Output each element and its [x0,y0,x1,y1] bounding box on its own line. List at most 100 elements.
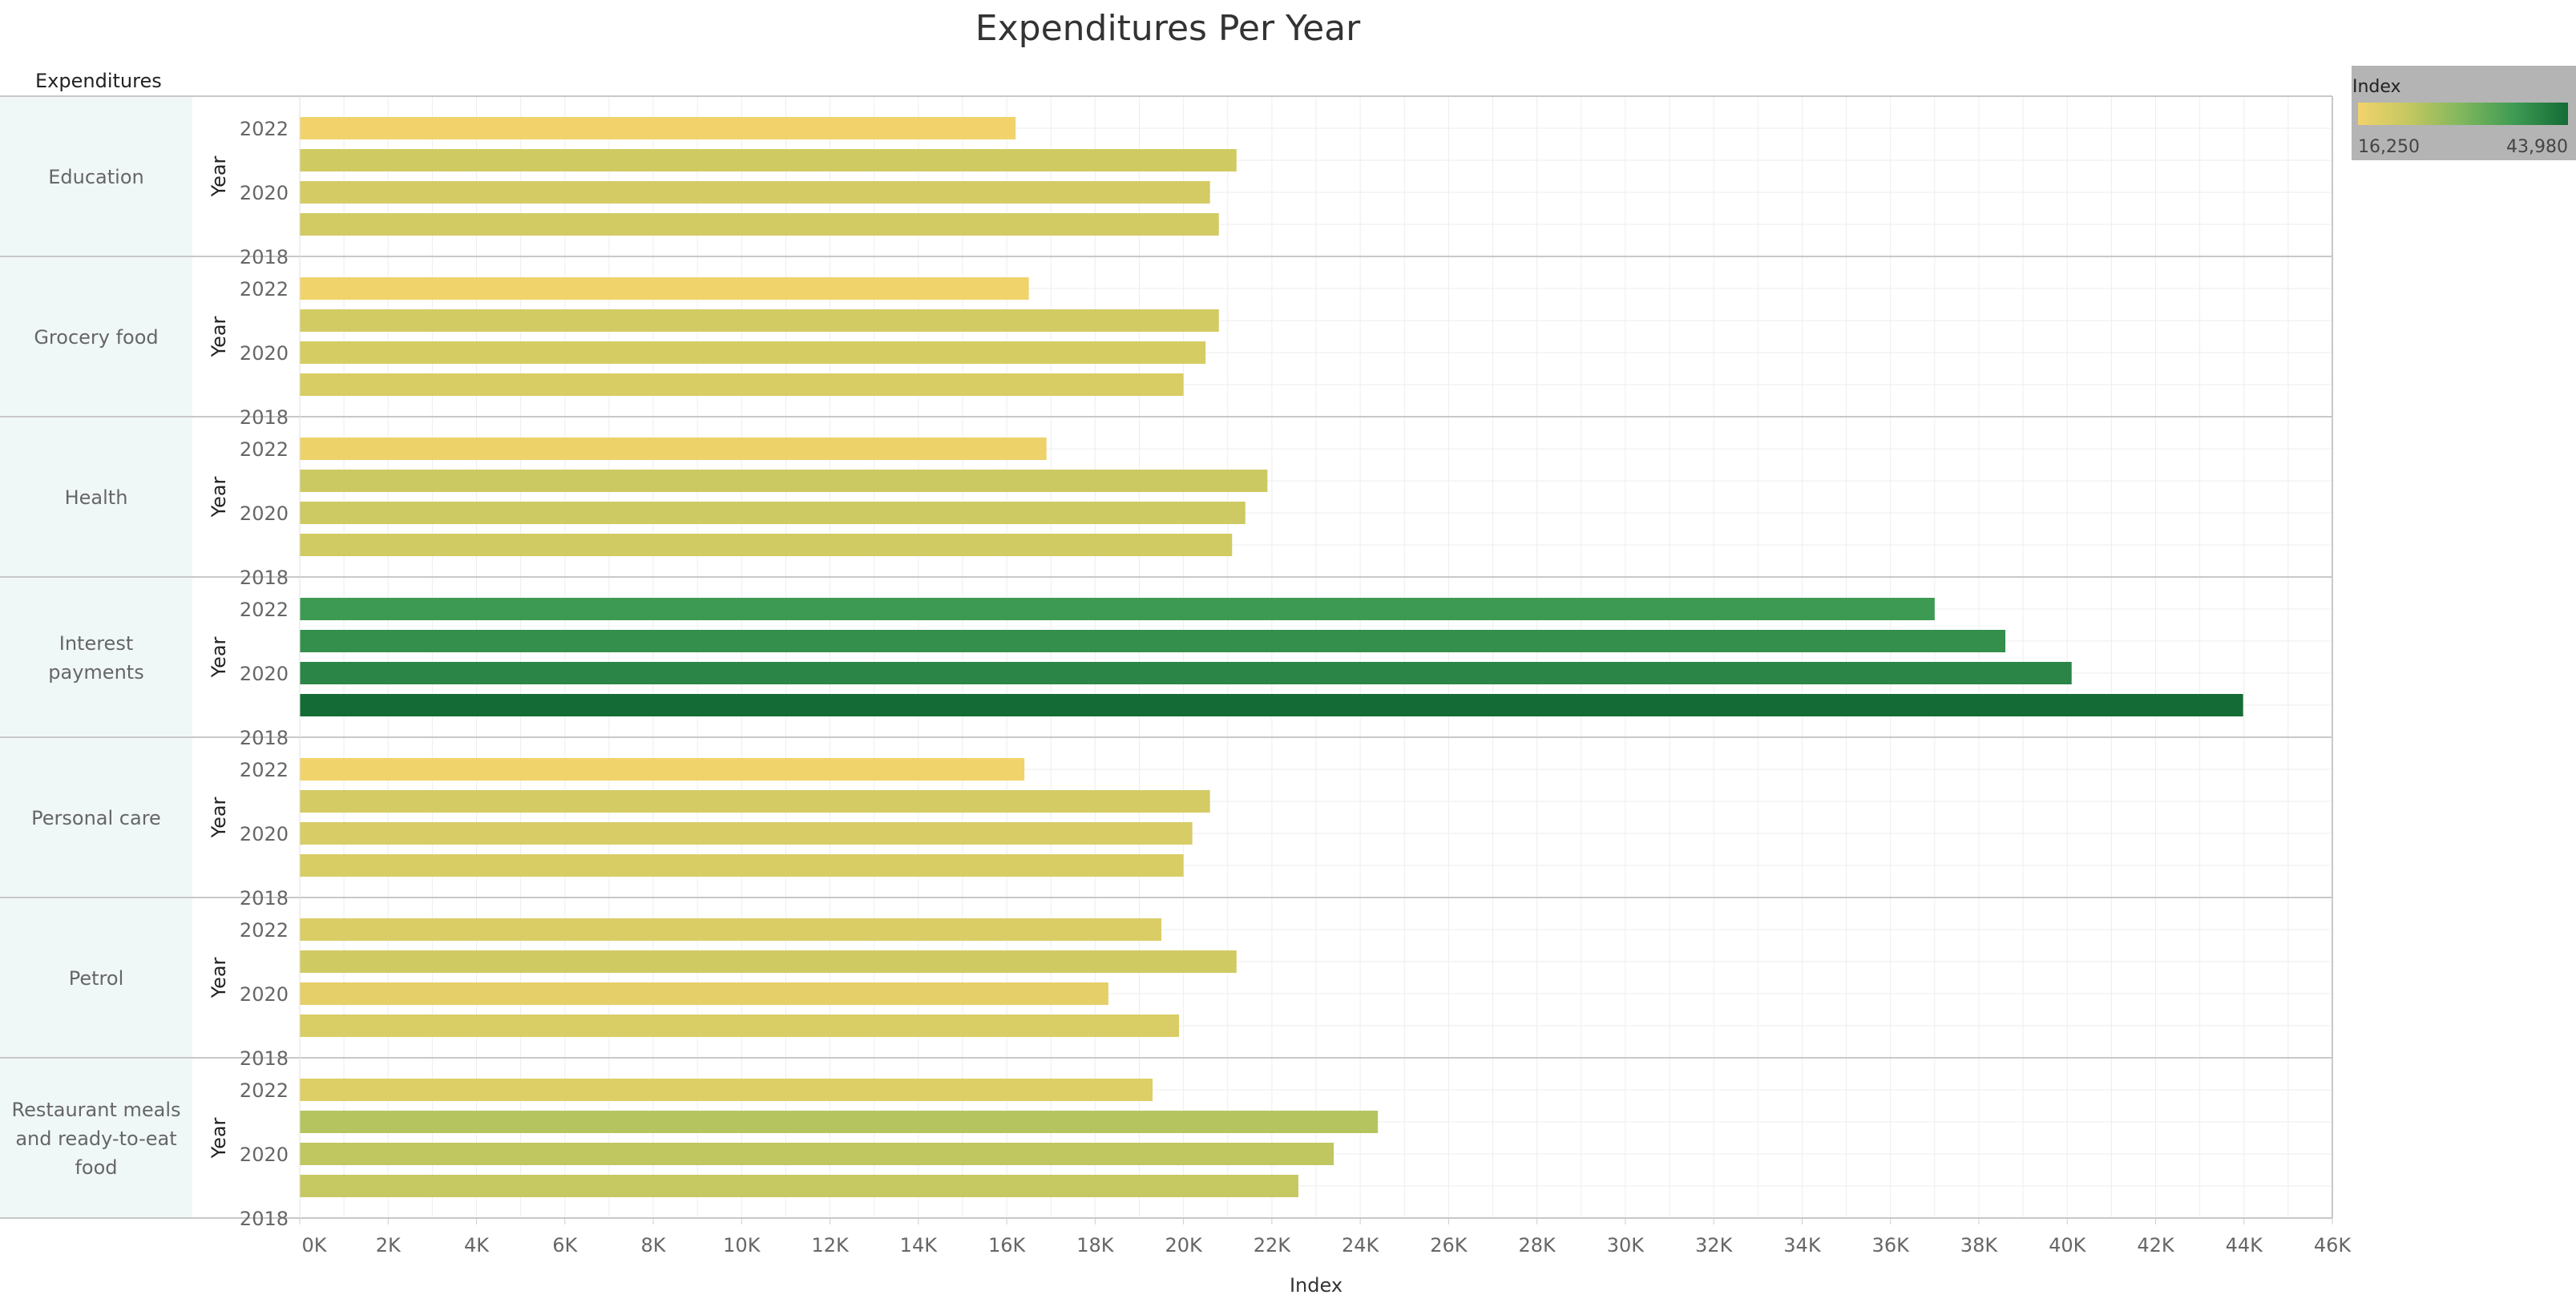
year-tick-label: 2022 [240,919,289,942]
year-axis-label: Year [208,1117,230,1159]
row-header-label: and ready-to-eat [15,1127,176,1150]
bars-layer [0,95,2333,1219]
x-tick-label: 14K [900,1234,939,1257]
legend-color-ramp [2358,103,2568,125]
legend-min-label: 16,250 [2358,137,2420,157]
year-tick-label: 2020 [240,182,289,204]
x-tick-label: 24K [1342,1234,1380,1257]
x-tick-label: 38K [1960,1234,1999,1257]
bar-interest-payments-2022[interactable] [300,598,1935,620]
x-tick-label: 28K [1519,1234,1557,1257]
legend-title: Index [2352,77,2401,97]
bar-restaurant-meals-and-ready-to-eat-food-2022[interactable] [300,1079,1153,1101]
year-tick-label: 2018 [240,246,289,268]
bar-petrol-2021[interactable] [300,950,1237,973]
row-header-label: Health [65,486,128,509]
row-header-label: Personal care [31,807,161,829]
year-tick-label: 2020 [240,342,289,365]
x-tick-label: 36K [1872,1234,1911,1257]
x-tick-label: 40K [2049,1234,2087,1257]
bar-personal-care-2019[interactable] [300,854,1184,877]
bar-restaurant-meals-and-ready-to-eat-food-2019[interactable] [300,1175,1298,1197]
bar-health-2021[interactable] [300,470,1268,492]
row-header-health [0,417,192,577]
year-tick-label: 2018 [240,1208,289,1230]
x-tick-label: 4K [464,1234,490,1257]
grid-layer [299,96,2333,1219]
year-tick-label: 2022 [240,438,289,461]
row-header-personal-care [0,737,192,898]
x-tick-label: 44K [2226,1234,2264,1257]
row-header-restaurant-meals-and-ready-to-eat-food [0,1058,192,1218]
bar-grocery-food-2020[interactable] [300,341,1206,364]
bar-grocery-food-2022[interactable] [300,277,1029,300]
bar-interest-payments-2021[interactable] [300,630,2006,652]
bar-grocery-food-2019[interactable] [300,373,1184,396]
year-tick-label: 2020 [240,502,289,525]
row-header-interest-payments [0,577,192,737]
year-tick-label: 2018 [240,1047,289,1070]
bar-restaurant-meals-and-ready-to-eat-food-2021[interactable] [300,1111,1379,1133]
bar-personal-care-2021[interactable] [300,790,1210,813]
row-dimension-label: Expenditures [35,70,162,92]
year-axis-label: Year [208,636,230,678]
bar-education-2019[interactable] [300,213,1219,236]
x-tick-label: 26K [1430,1234,1468,1257]
x-tick-label: 30K [1607,1234,1645,1257]
year-tick-label: 2018 [240,727,289,749]
year-tick-label: 2020 [240,983,289,1006]
bar-restaurant-meals-and-ready-to-eat-food-2020[interactable] [300,1143,1334,1165]
year-axis-label: Year [208,476,230,518]
row-header-label: Interest [59,632,133,655]
year-tick-label: 2022 [240,759,289,781]
x-tick-label: 16K [988,1234,1027,1257]
color-legend[interactable]: Index 16,250 43,980 [2352,66,2576,160]
bar-education-2022[interactable] [300,117,1016,139]
year-axis-label: Year [208,155,230,197]
row-header-education [0,96,192,256]
x-tick-label: 0K [301,1234,327,1257]
row-header-petrol [0,898,192,1058]
x-tick-label: 20K [1165,1234,1203,1257]
bar-health-2019[interactable] [300,534,1233,556]
x-axis-title: Index [1290,1274,1343,1297]
year-tick-label: 2022 [240,599,289,621]
row-header-label: food [75,1156,117,1179]
labels-layer: Education Year 2022 2020 2018 Grocery food Yea… [11,118,2352,1257]
row-header-grocery-food [0,256,192,417]
chart-title: Expenditures Per Year [975,8,1361,49]
x-tick-label: 12K [811,1234,850,1257]
bar-petrol-2022[interactable] [300,918,1162,941]
bar-interest-payments-2019[interactable] [300,694,2243,716]
year-axis-label: Year [208,797,230,838]
row-header-label: payments [48,661,143,684]
bar-health-2020[interactable] [300,502,1246,524]
bar-health-2022[interactable] [300,438,1047,460]
year-tick-label: 2018 [240,887,289,910]
bar-petrol-2020[interactable] [300,982,1108,1005]
bar-interest-payments-2020[interactable] [300,662,2072,684]
x-tick-label: 18K [1076,1234,1115,1257]
x-tick-label: 8K [641,1234,667,1257]
year-tick-label: 2020 [240,823,289,845]
bar-education-2021[interactable] [300,149,1237,171]
bar-petrol-2019[interactable] [300,1015,1180,1037]
year-tick-label: 2020 [240,1144,289,1166]
x-tick-label: 32K [1695,1234,1734,1257]
row-header-label: Education [48,166,143,188]
bar-personal-care-2020[interactable] [300,822,1193,845]
year-tick-label: 2018 [240,567,289,589]
row-header-label: Grocery food [34,326,158,349]
x-tick-label: 34K [1783,1234,1822,1257]
x-tick-label: 2K [376,1234,402,1257]
year-tick-label: 2018 [240,406,289,429]
year-tick-label: 2022 [240,1079,289,1102]
year-axis-label: Year [208,316,230,357]
bar-grocery-food-2021[interactable] [300,309,1219,332]
bar-personal-care-2022[interactable] [300,758,1025,781]
year-tick-label: 2020 [240,663,289,685]
bar-education-2020[interactable] [300,181,1210,204]
x-tick-label: 6K [552,1234,578,1257]
